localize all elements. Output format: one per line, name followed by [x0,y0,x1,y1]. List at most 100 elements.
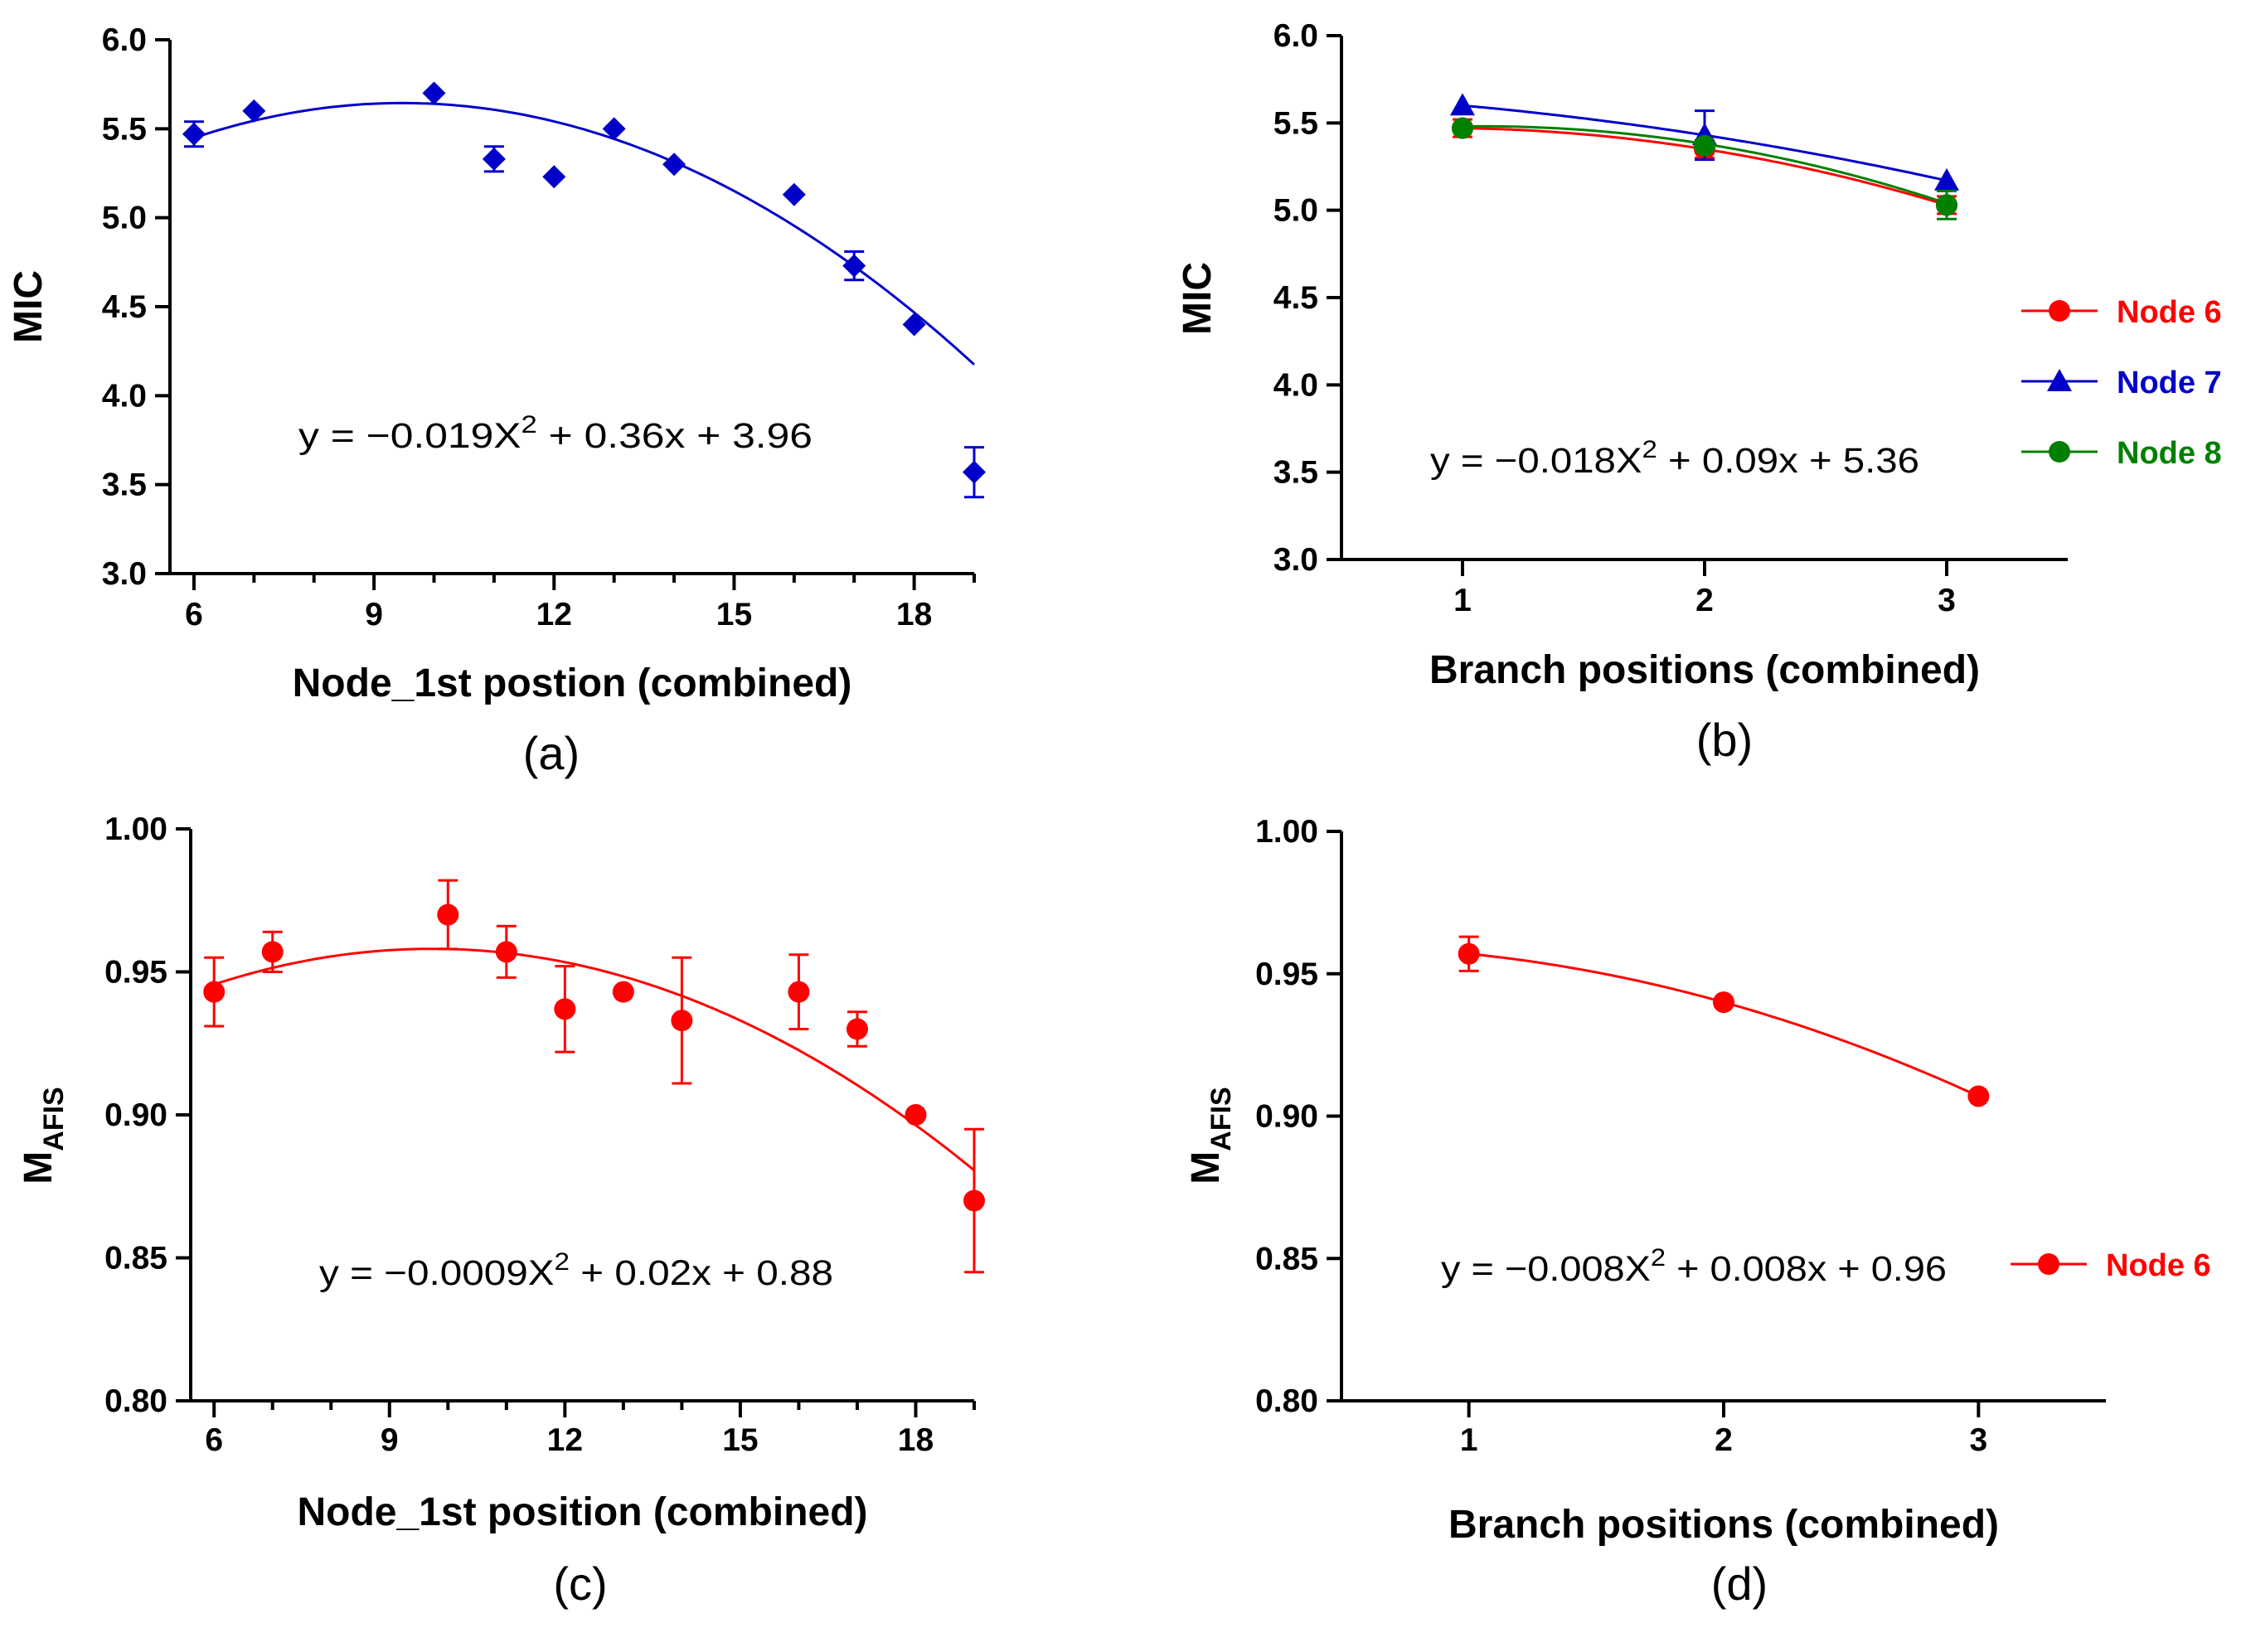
equation-prefix: y = −0.0009X [319,1253,555,1293]
y-tick-label: 0.90 [104,1097,167,1133]
x-tick-label: 1 [1453,583,1472,618]
x-tick-label: 18 [896,597,932,632]
equation-prefix: y = −0.018X [1430,441,1642,481]
legend-marker [2049,300,2070,322]
legend-marker [2047,369,2072,391]
x-axis-title: Node_1st postion (combined) [293,661,852,705]
x-tick-label: 9 [381,1422,399,1458]
legend-marker [2038,1253,2059,1275]
panel-label: (b) [1696,714,1753,766]
data-point [1450,93,1475,116]
y-tick-label: 3.5 [102,468,147,503]
equation-suffix: + 0.02x + 0.88 [570,1253,833,1293]
equation-suffix: + 0.36x + 3.96 [537,416,813,456]
equation-suffix: + 0.008x + 0.96 [1666,1249,1947,1289]
data-point [782,182,806,206]
panel-label: (a) [523,727,580,779]
y-tick-label: 5.0 [1273,193,1318,229]
y-tick-label: 4.5 [102,289,147,325]
legend: Node 6 [2011,1248,2211,1283]
data-point [1967,1085,1990,1107]
data-point [437,904,459,926]
x-tick-label: 2 [1695,583,1714,618]
y-axis-title: MAFIS [1184,1087,1237,1184]
equation-superscript: 2 [555,1248,570,1276]
x-tick-label: 9 [365,597,383,632]
y-tick-label: 3.5 [1273,455,1318,491]
y-tick-label: 5.5 [102,111,147,147]
x-axis-title: Node_1st position (combined) [297,1490,867,1534]
x-tick-label: 12 [547,1422,583,1458]
legend-label: Node 6 [2106,1248,2211,1283]
y-tick-label: 6.0 [1273,18,1318,54]
data-point [963,460,986,484]
y-tick-label: 0.95 [1255,957,1318,992]
y-axis-title: MAFIS [17,1087,70,1184]
legend-marker [2049,441,2070,463]
y-tick-label: 3.0 [102,556,147,592]
x-tick-label: 3 [1938,583,1956,618]
data-point [422,81,446,105]
data-point [662,153,686,177]
data-point [554,998,576,1020]
y-tick-label: 0.90 [1255,1099,1318,1135]
data-point [1934,167,1959,191]
x-tick-label: 2 [1715,1422,1733,1458]
x-tick-label: 1 [1460,1422,1478,1458]
y-tick-label: 3.0 [1273,542,1318,578]
y-tick-label: 0.85 [1255,1241,1318,1277]
panel-c: 0.80 0.85 0.90 0.95 1.00 6 9 12 15 18 Node_1st pos… [17,811,985,1610]
equation-superscript: 2 [521,411,537,438]
legend-label: Node 6 [2117,295,2222,330]
data-point [842,254,866,278]
series-node-6 [1458,935,1990,1107]
y-tick-label: 0.80 [104,1383,167,1419]
y-tick-label: 4.0 [1273,367,1318,403]
series-data [182,81,986,499]
data-point [482,147,506,171]
y-axis-title-subscript: AFIS [1205,1087,1237,1151]
fit-curve [193,101,976,366]
x-tick-label: 6 [185,597,203,632]
fit-equation: y = −0.018X 2 + 0.09x + 5.36 [1430,436,1919,481]
y-axis-title-main: MIC [1176,262,1220,335]
series-data [203,879,985,1274]
data-point [1936,194,1957,216]
y-axis-title: MIC [1176,262,1220,335]
panel-label: (d) [1711,1558,1768,1610]
data-point [542,165,566,189]
data-point [902,312,926,337]
data-point [602,117,626,141]
y-tick-label: 1.00 [1255,814,1318,850]
fit-curve [213,947,975,1172]
fit-equation: y = −0.019X 2 + 0.36x + 3.96 [298,411,813,456]
data-point [261,941,284,963]
fit-curve [1468,952,1979,1097]
x-tick-label: 18 [898,1422,934,1458]
legend-label: Node 8 [2117,436,2222,471]
panel-a: 3.0 3.5 4.0 4.5 5.0 5.5 6.0 6 9 12 15 18 Node_1st po… [7,22,986,779]
x-axis-title: Branch positions (combined) [1448,1503,1999,1547]
data-point [203,981,226,1003]
data-point [846,1018,868,1040]
data-point [1713,991,1734,1014]
data-point [182,122,206,146]
y-tick-label: 4.0 [102,378,147,414]
y-tick-label: 6.0 [102,22,147,58]
y-tick-label: 5.5 [1273,105,1318,141]
y-tick-label: 5.0 [102,201,147,236]
data-point [242,99,266,123]
equation-prefix: y = −0.008X [1441,1249,1651,1289]
data-point [1458,942,1480,965]
fit-equation: y = −0.0009X 2 + 0.02x + 0.88 [319,1248,833,1293]
x-tick-label: 3 [1969,1422,1987,1458]
data-point [612,981,634,1003]
data-point [788,981,810,1003]
panel-d: 0.80 0.85 0.90 0.95 1.00 1 2 3 Branch positions … [1184,814,2211,1610]
x-axis-title: Branch positions (combined) [1429,648,1980,692]
y-axis-title: MIC [7,270,51,343]
fit-equation: y = −0.008X 2 + 0.008x + 0.96 [1441,1244,1947,1289]
data-point [963,1189,985,1212]
data-point [1694,134,1715,157]
